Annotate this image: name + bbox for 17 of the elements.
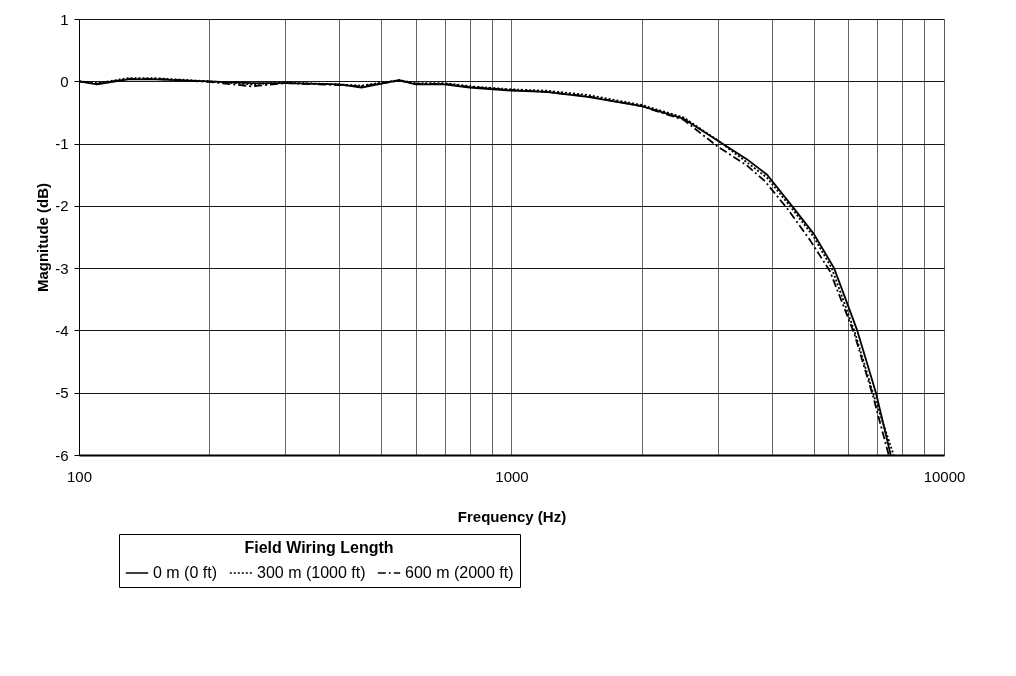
y-tick-label: -5 [55, 384, 69, 402]
legend-label: 0 m (0 ft) [153, 564, 218, 581]
y-tick-label: 0 [60, 72, 69, 90]
x-tick-label: 10000 [923, 467, 966, 485]
y-tick-label: -6 [55, 446, 69, 464]
y-tick-label: 1 [60, 10, 69, 28]
x-axis-title: Frequency (Hz) [457, 507, 567, 525]
y-axis-title: Magnitude (dB) [34, 182, 52, 293]
y-tick-label: -3 [55, 259, 69, 277]
x-tick-label: 1000 [495, 467, 529, 485]
legend-label: 600 m (2000 ft) [405, 564, 514, 581]
legend-label: 300 m (1000 ft) [257, 564, 366, 581]
legend-title: Field Wiring Length [244, 539, 394, 556]
y-tick-label: -1 [55, 135, 69, 153]
x-tick-label: 100 [66, 467, 93, 485]
y-tick-label: -2 [55, 197, 69, 215]
y-tick-label: -4 [55, 321, 69, 339]
